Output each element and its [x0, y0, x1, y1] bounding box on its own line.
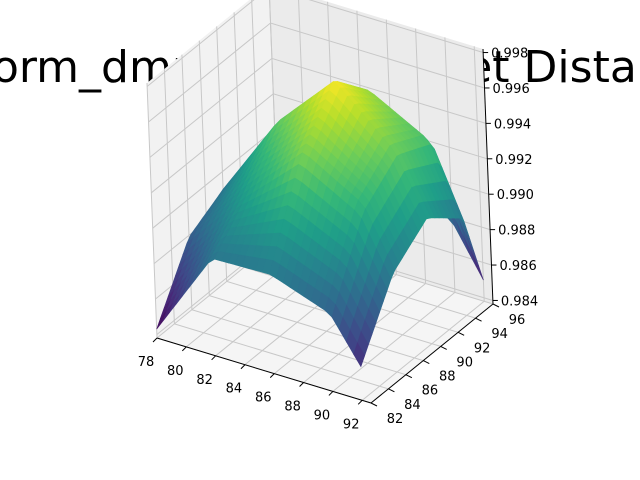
x-tick-mark [240, 364, 246, 370]
z-tick-label: 0.998 [491, 47, 528, 62]
y-tick-label: 96 [509, 313, 526, 328]
x-tick-mark [211, 355, 216, 361]
x-tick-label: 86 [255, 391, 272, 406]
y-tick-mark [405, 374, 413, 379]
x-tick-label: 88 [284, 400, 301, 415]
y-tick-mark [388, 388, 395, 393]
y-axis-line [370, 303, 494, 404]
y-tick-label: 94 [491, 327, 508, 342]
y-grid-line [181, 54, 407, 376]
y-tick-label: 82 [387, 412, 404, 427]
z-axis-line [482, 48, 494, 305]
x-tick-label: 80 [167, 364, 184, 379]
x-tick-label: 78 [138, 355, 155, 370]
surface-patch [353, 342, 366, 368]
x-tick-label: 82 [196, 373, 213, 388]
y-tick-mark [457, 331, 465, 336]
y-tick-mark [475, 317, 482, 322]
x-tick-mark [299, 382, 304, 387]
y-tick-label: 88 [439, 370, 456, 385]
z-tick-label: 0.986 [500, 259, 537, 274]
x-tick-mark [269, 373, 275, 378]
y-tick-label: 86 [422, 384, 439, 399]
y-grid-line [163, 68, 389, 390]
y-tick-label: 92 [474, 341, 491, 356]
axes-lines [156, 48, 494, 404]
z-tick-label: 0.996 [493, 82, 530, 97]
z-tick-label: 0.992 [495, 153, 532, 168]
y-tick-mark [370, 402, 378, 407]
z-tick-label: 0.994 [494, 117, 531, 132]
z-tick-label: 0.988 [498, 224, 535, 239]
y-tick-mark [440, 345, 447, 350]
x-tick-mark [152, 337, 158, 343]
x-tick-mark [357, 399, 363, 405]
z-axis-ticks: 0.984 0.986 0.988 0.990 0.992 0.994 0.996 0.998 [483, 47, 538, 310]
x-tick-label: 84 [226, 382, 243, 397]
surface-mesh [156, 80, 484, 368]
z-grid-line [146, 0, 484, 87]
x-axis-line [156, 337, 372, 404]
y-tick-label: 90 [456, 355, 473, 370]
x-tick-label: 90 [314, 408, 331, 423]
y-tick-mark [492, 303, 500, 308]
x-tick-mark [328, 391, 334, 396]
x-tick-mark [181, 346, 187, 352]
z-tick-label: 0.990 [497, 188, 534, 203]
x-tick-label: 92 [343, 417, 360, 432]
z-tick-label: 0.984 [501, 295, 538, 310]
z-grid-line [148, 22, 485, 123]
y-tick-label: 84 [404, 398, 421, 413]
z-grid-line [149, 57, 487, 158]
y-tick-mark [423, 360, 430, 365]
x-axis-ticks: 78 80 82 84 86 88 90 92 [138, 337, 363, 432]
